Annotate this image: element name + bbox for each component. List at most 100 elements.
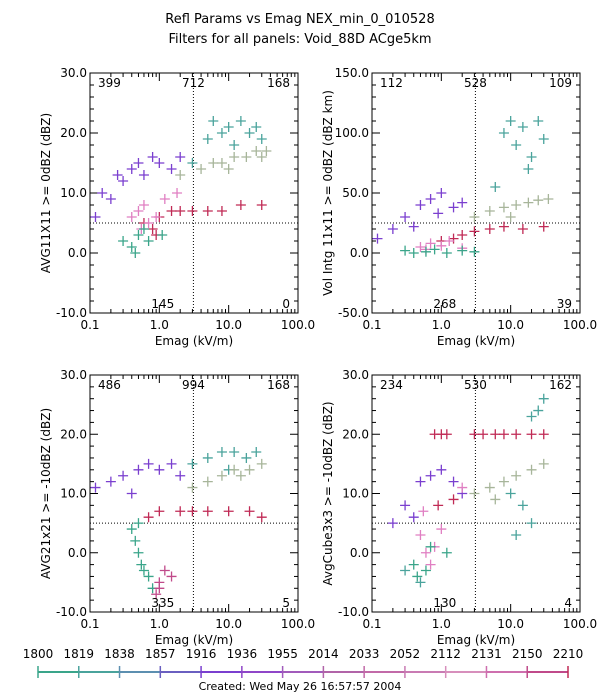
data-point — [469, 429, 480, 440]
colorbar-label: 2052 — [390, 647, 421, 661]
quadrant-count: 335 — [151, 596, 174, 610]
data-point — [511, 529, 522, 540]
data-point — [138, 565, 149, 576]
data-point — [415, 476, 426, 487]
data-point — [244, 128, 255, 138]
data-point — [202, 506, 213, 517]
data-point — [251, 146, 262, 156]
data-point — [433, 208, 444, 219]
data-point — [425, 238, 436, 249]
colorbar-label: 2210 — [553, 647, 584, 661]
quadrant-count: 399 — [98, 76, 121, 90]
data-point — [105, 476, 116, 487]
data-point — [517, 224, 528, 234]
data-point — [505, 116, 516, 126]
plot-frame — [371, 72, 581, 314]
data-point — [143, 512, 154, 523]
data-point — [523, 197, 534, 208]
quadrant-count: 168 — [267, 76, 290, 90]
y-tick-label: 10.0 — [342, 487, 369, 501]
x-tick-label: 0.1 — [362, 617, 381, 631]
colorbar-label: 1800 — [23, 647, 54, 661]
data-point — [244, 464, 255, 475]
data-point — [223, 506, 234, 517]
x-tick-label: 10.0 — [215, 617, 242, 631]
data-point — [159, 194, 170, 204]
data-point — [448, 202, 459, 213]
data-point — [444, 236, 455, 246]
data-point — [436, 524, 447, 535]
data-point — [436, 240, 447, 251]
y-tick-label: 50.0 — [342, 186, 369, 200]
data-point — [469, 226, 480, 237]
data-point — [130, 535, 141, 546]
data-point — [126, 488, 137, 499]
data-point — [420, 246, 431, 257]
data-point — [138, 200, 149, 210]
quadrant-count: 112 — [380, 76, 403, 90]
data-point — [433, 500, 444, 511]
data-point — [441, 547, 452, 558]
y-axis-label: AvgCube3x3 >= -10dBZ (dBZ) — [321, 401, 335, 585]
quadrant-count: 168 — [267, 378, 290, 392]
data-point — [229, 152, 240, 162]
data-point — [223, 164, 234, 174]
data-point — [133, 464, 144, 475]
x-axis-label: Emag (kV/m) — [155, 633, 233, 647]
y-tick-label: 0.0 — [68, 246, 87, 260]
data-point — [538, 221, 549, 232]
quadrant-count: 486 — [98, 378, 121, 392]
panel-top-left: 0.1 1.0 10.0 100.0 -10.0 0.0 10.0 20.0 30.0 399 71… — [39, 66, 315, 348]
data-point — [523, 164, 534, 174]
data-point — [387, 518, 398, 529]
panel-top-right: 0.1 1.0 10.0 100.0 -50.0 0.0 50.0 100.0 150.0 112… — [321, 66, 597, 348]
x-tick-label: 10.0 — [497, 617, 524, 631]
y-tick-label: -50.0 — [338, 306, 369, 320]
data-point — [490, 429, 501, 440]
data-point — [118, 236, 129, 246]
x-tick-label: 1.0 — [432, 617, 451, 631]
data-point — [112, 170, 123, 180]
y-tick-label: 10.0 — [60, 186, 87, 200]
data-point — [498, 202, 509, 213]
y-axis-label: Vol Intg 11x11 >= 0dBZ (dBZ km) — [321, 90, 335, 296]
data-point — [187, 482, 198, 493]
x-tick-label: 0.1 — [362, 318, 381, 332]
data-point — [415, 577, 426, 588]
quadrant-count: 4 — [564, 596, 572, 610]
plot-frame — [89, 374, 299, 613]
chart-title: Refl Params vs Emag NEX_min_0_010528 — [165, 12, 435, 27]
data-point — [448, 233, 459, 244]
data-point — [457, 482, 468, 493]
x-tick-label: 100.0 — [281, 617, 315, 631]
data-point — [154, 464, 165, 475]
quadrant-count: 130 — [433, 596, 456, 610]
data-point — [126, 164, 137, 174]
colorbar-label: 1916 — [186, 647, 217, 661]
colorbar-label: 2014 — [308, 647, 339, 661]
colorbar-label: 1838 — [104, 647, 135, 661]
data-point — [175, 506, 186, 517]
data-point — [166, 571, 177, 582]
x-tick-label: 100.0 — [563, 318, 597, 332]
y-tick-label: 30.0 — [342, 368, 369, 382]
data-point — [425, 541, 436, 552]
y-tick-label: -10.0 — [338, 605, 369, 619]
data-point — [415, 200, 426, 210]
panel-bottom-left: 0.1 1.0 10.0 100.0 -10.0 0.0 10.0 20.0 30.0 486 99… — [39, 368, 315, 647]
colorbar-label: 1857 — [145, 647, 176, 661]
data-point — [511, 200, 522, 210]
x-tick-label: 10.0 — [497, 318, 524, 332]
data-point — [469, 212, 480, 222]
y-tick-label: 20.0 — [60, 427, 87, 441]
data-point — [441, 429, 452, 440]
data-point — [202, 134, 213, 144]
y-tick-label: 150.0 — [335, 66, 369, 80]
y-tick-label: 0.0 — [68, 546, 87, 560]
data-point — [154, 506, 165, 517]
colorbar-label: 2150 — [512, 647, 543, 661]
data-point — [229, 447, 240, 458]
data-point — [256, 458, 267, 469]
data-point — [175, 206, 186, 216]
